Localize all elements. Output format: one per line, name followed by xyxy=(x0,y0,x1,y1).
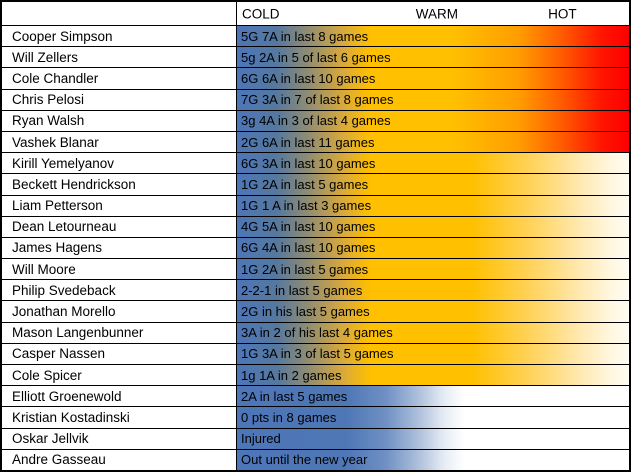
table-row: Mason Langenbunner 3A in 2 of his last 4… xyxy=(2,321,629,343)
player-form-cell: 5G 7A in last 8 games xyxy=(237,26,629,47)
player-name-cell: Liam Petterson xyxy=(2,195,237,216)
table-row: Jonathan Morello 2G in his last 5 games xyxy=(2,300,629,322)
player-form-cell: 1G 3A in 3 of last 5 games xyxy=(237,343,629,364)
table-row: Casper Nassen 1G 3A in 3 of last 5 games xyxy=(2,342,629,364)
table-row: Andre Gasseau Out until the new year xyxy=(2,448,629,470)
table-row: Oskar Jellvik Injured xyxy=(2,427,629,449)
player-rows: Cooper Simpson 5G 7A in last 8 games Wil… xyxy=(2,26,629,470)
table-row: Beckett Hendrickson 1G 2A in last 5 game… xyxy=(2,173,629,195)
table-row: Philip Svedeback 2-2-1 in last 5 games xyxy=(2,279,629,301)
player-name-cell: Chris Pelosi xyxy=(2,89,237,110)
table-row: Elliott Groenewold 2A in last 5 games xyxy=(2,385,629,407)
player-name-cell: Mason Langenbunner xyxy=(2,322,237,343)
player-name-cell: Jonathan Morello xyxy=(2,301,237,322)
player-form-cell: 4G 5A in last 10 games xyxy=(237,216,629,237)
heat-scale-header: COLD WARM HOT xyxy=(2,2,629,26)
player-name-cell: Cole Chandler xyxy=(2,68,237,89)
player-form-cell: 1g 1A in 2 games xyxy=(237,365,629,386)
player-form-cell: 1G 2A in last 5 games xyxy=(237,259,629,280)
player-name-cell: Ryan Walsh xyxy=(2,110,237,131)
heat-scale-labels: COLD WARM HOT xyxy=(237,2,629,25)
player-name-cell: Will Zellers xyxy=(2,47,237,68)
table-row: Dean Letourneau 4G 5A in last 10 games xyxy=(2,215,629,237)
player-form-cell: 1G 2A in last 5 games xyxy=(237,174,629,195)
cold-scale-label: COLD xyxy=(242,6,280,21)
player-name-cell: Vashek Blanar xyxy=(2,131,237,153)
player-name-cell: Cooper Simpson xyxy=(2,26,237,47)
table-row: Cole Chandler 6G 6A in last 10 games xyxy=(2,67,629,89)
player-name-cell: Oskar Jellvik xyxy=(2,428,237,449)
player-name-cell: Kristian Kostadinski xyxy=(2,407,237,428)
player-form-cell: 7G 3A in 7 of last 8 games xyxy=(237,89,629,110)
player-name-cell: Philip Svedeback xyxy=(2,280,237,301)
player-name-cell: Andre Gasseau xyxy=(2,449,237,470)
player-form-cell: 6G 6A in last 10 games xyxy=(237,68,629,89)
player-form-cell: 3A in 2 of his last 4 games xyxy=(237,322,629,343)
table-row: Liam Petterson 1G 1 A in last 3 games xyxy=(2,194,629,216)
table-row: Kirill Yemelyanov 6G 3A in last 10 games xyxy=(2,152,629,174)
player-form-cell: 2A in last 5 games xyxy=(237,386,629,407)
player-column-header xyxy=(2,2,237,25)
player-form-cell: 2G 6A in last 11 games xyxy=(237,131,629,153)
player-form-cell: 2-2-1 in last 5 games xyxy=(237,280,629,301)
player-name-cell: Kirill Yemelyanov xyxy=(2,153,237,174)
player-name-cell: James Hagens xyxy=(2,237,237,259)
table-row: Cooper Simpson 5G 7A in last 8 games xyxy=(2,26,629,47)
player-form-cell: Injured xyxy=(237,428,629,449)
table-row: Kristian Kostadinski 0 pts in 8 games xyxy=(2,406,629,428)
player-form-cell: 3g 4A in 3 of last 4 games xyxy=(237,110,629,131)
player-form-cell: 1G 1 A in last 3 games xyxy=(237,195,629,216)
player-name-cell: Dean Letourneau xyxy=(2,216,237,237)
table-row: Vashek Blanar 2G 6A in last 11 games xyxy=(2,130,629,153)
player-name-cell: Cole Spicer xyxy=(2,365,237,386)
table-row: James Hagens 6G 4A in last 10 games xyxy=(2,236,629,259)
table-row: Ryan Walsh 3g 4A in 3 of last 4 games xyxy=(2,109,629,131)
player-form-cell: 0 pts in 8 games xyxy=(237,407,629,428)
player-name-cell: Will Moore xyxy=(2,259,237,280)
player-name-cell: Elliott Groenewold xyxy=(2,386,237,407)
warm-scale-label: WARM xyxy=(415,6,459,21)
player-form-cell: 2G in his last 5 games xyxy=(237,301,629,322)
player-form-cell: 5g 2A in 5 of last 6 games xyxy=(237,47,629,68)
player-form-cell: Out until the new year xyxy=(237,449,629,470)
player-form-cell: 6G 3A in last 10 games xyxy=(237,153,629,174)
table-row: Chris Pelosi 7G 3A in 7 of last 8 games xyxy=(2,88,629,110)
player-name-cell: Beckett Hendrickson xyxy=(2,174,237,195)
table-row: Cole Spicer 1g 1A in 2 games xyxy=(2,364,629,386)
hot-scale-label: HOT xyxy=(548,6,577,21)
player-form-cell: 6G 4A in last 10 games xyxy=(237,237,629,259)
player-name-cell: Casper Nassen xyxy=(2,343,237,364)
table-row: Will Moore 1G 2A in last 5 games xyxy=(2,258,629,280)
table-row: Will Zellers 5g 2A in 5 of last 6 games xyxy=(2,46,629,68)
